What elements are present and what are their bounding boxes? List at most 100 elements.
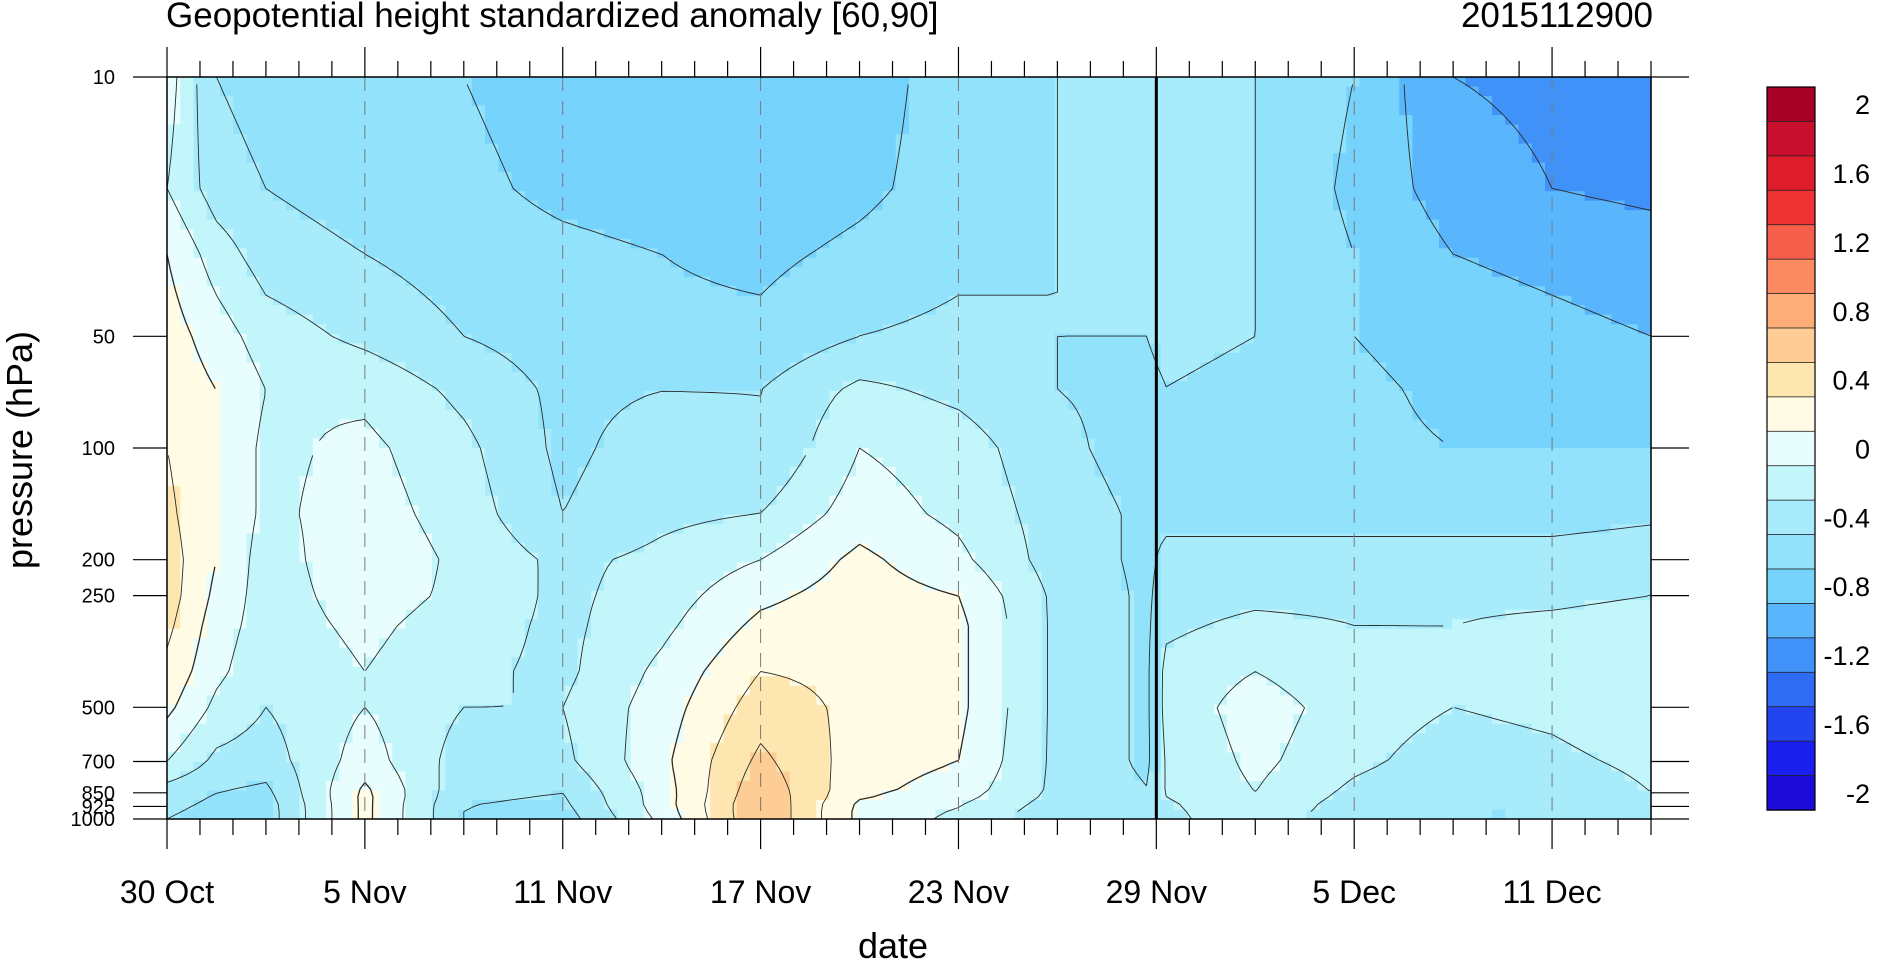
heatmap-cell (1319, 191, 1334, 202)
heatmap-cell (538, 219, 552, 230)
heatmap-cell (1200, 286, 1215, 297)
heatmap-cell (1478, 419, 1493, 430)
heatmap-cell (551, 343, 566, 354)
heatmap-cell (1558, 409, 1573, 421)
heatmap-cell (842, 343, 857, 354)
heatmap-cell (697, 438, 711, 449)
heatmap-cell (763, 200, 778, 211)
heatmap-cell (1200, 409, 1215, 421)
heatmap-cell (339, 381, 354, 392)
heatmap-cell (1399, 96, 1414, 107)
heatmap-cell (962, 286, 976, 297)
heatmap-cell (1359, 153, 1374, 164)
heatmap-cell (922, 428, 937, 440)
heatmap-cell (1001, 124, 1016, 135)
heatmap-cell (259, 495, 274, 506)
heatmap-cell (1611, 124, 1626, 135)
heatmap-cell (1041, 153, 1056, 164)
heatmap-cell (1121, 333, 1135, 344)
heatmap-cell (697, 124, 711, 135)
heatmap-cell (511, 210, 526, 221)
heatmap-cell (524, 428, 539, 440)
heatmap-cell (697, 96, 711, 107)
heatmap-cell (193, 105, 208, 116)
heatmap-cell (1319, 115, 1334, 126)
heatmap-cell (1505, 153, 1520, 164)
heatmap-cell (1359, 172, 1374, 183)
heatmap-cell (1478, 191, 1493, 202)
heatmap-cell (471, 124, 486, 135)
heatmap-cell (418, 295, 433, 306)
heatmap-cell (220, 324, 234, 335)
heatmap-cell (882, 295, 897, 306)
heatmap-cell (842, 362, 857, 373)
heatmap-cell (1028, 467, 1043, 478)
heatmap-cell (1094, 181, 1109, 192)
heatmap-cell (1015, 362, 1029, 373)
heatmap-cell (1253, 381, 1268, 392)
heatmap-cell (1624, 390, 1639, 402)
heatmap-cell (842, 257, 857, 268)
heatmap-cell (710, 419, 725, 430)
heatmap-cell (895, 200, 910, 211)
heatmap-cell (577, 210, 592, 221)
heatmap-cell (1452, 248, 1467, 259)
heatmap-cell (273, 381, 287, 392)
heatmap-cell (1227, 257, 1241, 268)
heatmap-cell (405, 467, 420, 478)
heatmap-cell (975, 495, 990, 506)
heatmap-cell (1041, 467, 1056, 478)
heatmap-cell (1068, 143, 1082, 154)
heatmap-cell (935, 495, 950, 506)
heatmap-cell (405, 134, 420, 145)
heatmap-cell (856, 229, 870, 240)
heatmap-cell (1478, 134, 1493, 145)
heatmap-cell (1266, 371, 1281, 383)
heatmap-cell (1452, 467, 1467, 478)
heatmap-cell (789, 124, 804, 135)
heatmap-cell (206, 324, 221, 335)
heatmap-cell (1637, 172, 1652, 183)
heatmap-cell (723, 390, 738, 402)
heatmap-cell (644, 286, 658, 297)
heatmap-cell (1624, 343, 1639, 354)
heatmap-cell (789, 324, 804, 335)
heatmap-cell (564, 305, 579, 316)
heatmap-cell (246, 476, 261, 487)
heatmap-cell (1412, 390, 1427, 402)
heatmap-cell (1319, 134, 1334, 145)
heatmap-cell (1412, 352, 1427, 363)
heatmap-cell (988, 400, 1003, 411)
heatmap-cell (1306, 448, 1321, 459)
heatmap-cell (1121, 295, 1135, 306)
heatmap-cell (644, 77, 658, 88)
heatmap-cell (1359, 428, 1374, 440)
heatmap-cell (193, 438, 208, 449)
heatmap-cell (180, 96, 195, 107)
heatmap-cell (962, 400, 976, 411)
heatmap-cell (1531, 419, 1546, 430)
heatmap-cell (471, 400, 486, 411)
heatmap-cell (1452, 134, 1467, 145)
heatmap-cell (339, 153, 354, 164)
heatmap-cell (233, 343, 248, 354)
heatmap-cell (988, 409, 1003, 421)
heatmap-cell (1624, 486, 1639, 497)
heatmap-cell (670, 96, 685, 107)
heatmap-cell (392, 115, 407, 126)
heatmap-cell (988, 352, 1003, 363)
heatmap-cell (723, 343, 738, 354)
heatmap-cell (286, 267, 301, 278)
heatmap-cell (630, 390, 645, 402)
heatmap-cell (1518, 267, 1533, 278)
heatmap-cell (180, 238, 195, 249)
heatmap-cell (167, 229, 181, 240)
heatmap-cell (312, 115, 327, 126)
heatmap-cell (167, 324, 181, 335)
heatmap-cell (432, 352, 446, 363)
heatmap-cell (339, 267, 354, 278)
heatmap-cell (286, 467, 301, 478)
heatmap-cell (299, 229, 314, 240)
heatmap-cell (803, 219, 817, 230)
heatmap-cell (1147, 200, 1162, 211)
